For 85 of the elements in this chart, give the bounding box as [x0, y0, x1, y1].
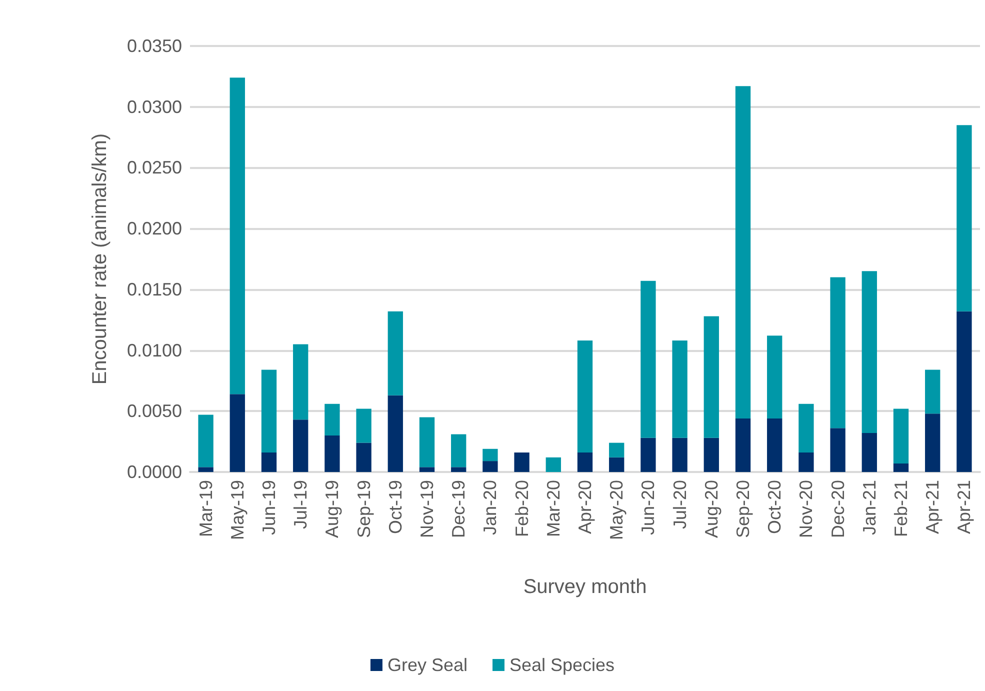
x-tick-label: Apr-20 [575, 480, 595, 534]
x-tick-label: Apr-21 [954, 480, 974, 534]
bar [198, 467, 214, 472]
x-tick-label: Dec-20 [828, 480, 848, 538]
bar [893, 463, 909, 472]
bar [609, 457, 624, 472]
x-tick-label: Oct-20 [764, 480, 785, 534]
bar [704, 438, 719, 472]
x-tick-label: May-19 [227, 480, 248, 540]
bar [293, 344, 308, 420]
bar [482, 448, 498, 462]
bar [451, 467, 466, 472]
x-tick-label: May-20 [606, 480, 627, 540]
bar [577, 340, 593, 453]
bar [672, 438, 688, 472]
bar [735, 418, 751, 472]
bar [577, 452, 593, 472]
y-tick-label: 0.0050 [126, 401, 182, 422]
bar [798, 452, 814, 472]
x-tick-label: Nov-20 [796, 480, 816, 538]
bar [324, 404, 340, 436]
bar [356, 442, 372, 472]
bar [546, 457, 561, 472]
bar [640, 280, 656, 438]
bar [419, 467, 435, 472]
legend-label: Grey Seal [387, 655, 468, 675]
y-tick-label: 0.0000 [126, 462, 182, 482]
bar [198, 414, 214, 468]
y-tick-label: 0.0100 [126, 340, 182, 360]
bar [451, 434, 466, 468]
bar [261, 452, 277, 472]
bar [830, 277, 846, 428]
bar [704, 316, 719, 438]
bar [609, 442, 624, 458]
x-tick-label: Oct-19 [385, 480, 406, 534]
bar [893, 408, 909, 464]
bar [925, 370, 940, 414]
bar [798, 404, 814, 453]
bar [767, 418, 782, 472]
x-tick-label: Nov-19 [417, 480, 437, 538]
bar [356, 408, 372, 443]
bar [735, 86, 751, 418]
bar [482, 461, 498, 472]
x-tick-label: Mar-20 [543, 480, 564, 538]
bar [293, 420, 308, 472]
bar [672, 340, 688, 438]
bar [767, 336, 782, 418]
bar [230, 394, 245, 472]
bar [514, 452, 530, 472]
x-tick-label: Feb-21 [891, 480, 911, 538]
y-tick-label: 0.0350 [126, 36, 182, 56]
x-tick-label: Feb-20 [512, 480, 532, 538]
y-tick-label: 0.0150 [126, 279, 182, 300]
bar [862, 433, 877, 472]
bar [230, 78, 245, 394]
x-tick-label: Aug-20 [701, 480, 722, 538]
bar [388, 395, 403, 472]
x-tick-label: Jan-20 [480, 480, 500, 536]
x-tick-label: Jun-20 [638, 480, 658, 536]
x-tick-label: Jan-21 [859, 480, 880, 536]
y-axis-title: Encounter rate (animals/km) [89, 133, 111, 385]
bar [388, 311, 403, 396]
x-tick-label: Dec-19 [448, 480, 469, 538]
bar [261, 370, 277, 453]
bar [956, 125, 972, 312]
y-tick-label: 0.0200 [126, 218, 182, 239]
bar [862, 271, 877, 434]
bar [925, 414, 940, 472]
x-tick-label: Apr-21 [922, 480, 943, 534]
x-tick-label: Sep-19 [354, 480, 374, 538]
x-tick-label: Sep-20 [733, 480, 753, 538]
x-tick-label: Aug-19 [322, 480, 342, 538]
bar [830, 428, 846, 472]
bar [640, 438, 656, 472]
x-tick-label: Jun-19 [259, 480, 279, 536]
x-tick-label: Jul-19 [290, 480, 311, 530]
bar [419, 417, 435, 468]
legend-label: Seal Species [509, 655, 615, 675]
x-tick-label: Jul-20 [670, 480, 690, 530]
y-tick-label: 0.0250 [126, 158, 182, 178]
y-tick-label: 0.0300 [126, 96, 182, 117]
bar [324, 435, 340, 472]
bar [956, 311, 972, 472]
x-axis-title: Survey month [523, 576, 647, 598]
x-tick-label: Mar-19 [196, 480, 216, 538]
